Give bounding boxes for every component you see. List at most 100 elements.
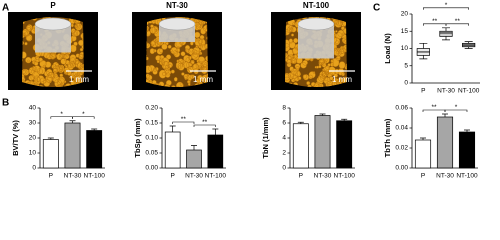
bar	[186, 149, 202, 169]
y-tick-label: 0	[32, 165, 36, 172]
x-tick-label: NT-30	[314, 173, 332, 180]
x-tick-label: NT-100	[334, 173, 356, 180]
y-tick-label: 10	[29, 150, 37, 157]
bar	[292, 123, 309, 169]
significance-bracket	[72, 116, 95, 119]
significance-bracket	[193, 124, 216, 127]
significance-label: **	[431, 104, 437, 111]
y-tick-label: 0.00	[395, 165, 408, 172]
significance-bracket	[423, 7, 469, 10]
y-axis-label: TbTh (mm)	[383, 118, 392, 157]
y-tick-label: 8	[282, 105, 286, 112]
error-bar	[212, 128, 219, 135]
x-tick-label: NT-100	[205, 173, 227, 180]
significance-label: *	[60, 111, 63, 118]
bar	[164, 131, 181, 169]
y-tick-label: 0.06	[395, 105, 408, 112]
y-tick-label: 30	[29, 120, 37, 127]
whisker-low	[442, 36, 450, 41]
bar	[207, 134, 224, 169]
y-tick-label: 4	[282, 135, 286, 142]
bar	[86, 130, 103, 169]
bar	[64, 122, 81, 169]
y-tick-label: 15	[401, 28, 409, 35]
x-tick-label: P	[170, 173, 174, 180]
y-axis-label: TbSp (mm)	[133, 118, 142, 158]
significance-label: *	[82, 111, 85, 118]
bar	[414, 139, 432, 169]
bar	[458, 131, 476, 169]
whisker-high	[419, 42, 428, 49]
x-tick-label: NT-30	[436, 173, 454, 180]
y-tick-label: 10	[401, 45, 409, 52]
error-bar	[191, 145, 197, 150]
error-bar	[420, 137, 426, 140]
bar	[42, 139, 59, 169]
y-tick-label: 20	[29, 135, 37, 142]
significance-label: *	[445, 2, 448, 9]
y-tick-label: 0	[282, 165, 286, 172]
scale-bar-label: 1 mm	[193, 75, 213, 84]
image-label: P	[50, 1, 56, 10]
whisker-low	[419, 55, 428, 60]
significance-bracket	[445, 23, 469, 26]
significance-label: **	[181, 116, 187, 123]
error-bar	[297, 121, 304, 124]
error-bar	[169, 125, 176, 132]
y-tick-label: 0.02	[395, 145, 408, 152]
x-tick-label: P	[49, 173, 53, 180]
image-label: NT-30	[166, 1, 188, 10]
x-tick-label: NT-100	[84, 173, 106, 180]
bone-cylinder	[285, 17, 347, 87]
error-bar	[464, 129, 470, 132]
scale-bar-label: 1 mm	[332, 75, 352, 84]
error-bar	[341, 118, 348, 121]
implant-top	[297, 17, 335, 31]
x-tick-label: NT-100	[456, 173, 478, 180]
y-tick-label: 5	[404, 62, 408, 69]
implant-top	[158, 17, 196, 31]
y-tick-label: 0	[404, 80, 408, 87]
implant-top	[34, 17, 72, 31]
y-tick-label: 2	[282, 150, 286, 157]
panel-letter: B	[2, 98, 9, 109]
x-tick-label: P	[421, 173, 425, 180]
significance-label: **	[455, 18, 461, 25]
y-tick-label: 0.20	[145, 105, 158, 112]
error-bar	[91, 128, 98, 131]
image-label: NT-100	[303, 1, 330, 10]
error-bar	[69, 120, 76, 123]
y-tick-label: 6	[282, 120, 286, 127]
error-bar	[319, 113, 326, 116]
x-tick-label: P	[299, 173, 303, 180]
y-tick-label: 0.04	[395, 125, 408, 132]
y-tick-label: 0.10	[145, 135, 158, 142]
x-tick-label: P	[421, 88, 425, 95]
x-tick-label: NT-30	[437, 88, 455, 95]
y-axis-label: BV/TV (%)	[11, 120, 20, 156]
bar	[436, 116, 454, 169]
whisker-high	[442, 27, 450, 32]
bar	[336, 120, 353, 169]
y-tick-label: 20	[401, 11, 409, 18]
y-tick-label: 0.05	[145, 150, 158, 157]
significance-label: *	[455, 104, 458, 111]
error-bar	[47, 137, 54, 140]
y-axis-label: Load (N)	[383, 33, 392, 64]
x-tick-label: NT-100	[458, 88, 480, 95]
y-axis-label: TbN (1/mm)	[261, 117, 270, 159]
x-tick-label: NT-30	[185, 173, 203, 180]
significance-label: **	[432, 18, 438, 25]
panel-letter: A	[2, 3, 9, 14]
y-tick-label: 0.15	[145, 120, 158, 127]
scale-bar-label: 1 mm	[69, 75, 89, 84]
y-tick-label: 0.00	[145, 165, 158, 172]
bar	[314, 115, 331, 169]
y-tick-label: 40	[29, 105, 37, 112]
x-tick-label: NT-30	[64, 173, 82, 180]
panel-letter: C	[373, 3, 380, 14]
significance-bracket	[444, 109, 468, 112]
significance-label: **	[202, 119, 208, 126]
significance-bracket	[172, 121, 195, 124]
